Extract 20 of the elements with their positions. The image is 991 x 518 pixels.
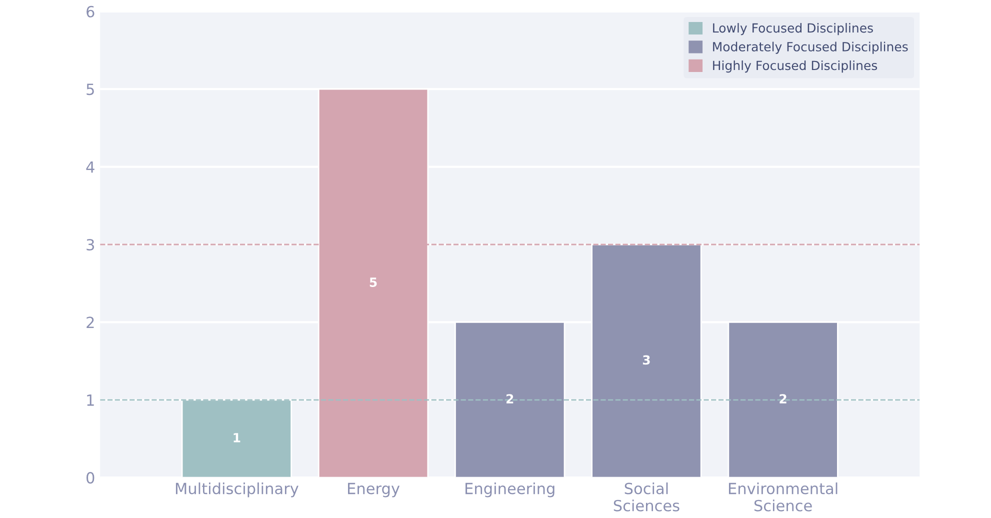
y-tick-label: 3 (86, 238, 94, 251)
x-tick-label: Multidisciplinary (176, 482, 298, 498)
y-tick-label: 4 (86, 161, 94, 173)
data-label: 1 (234, 433, 240, 442)
x-tick-label: Social Sciences (614, 482, 680, 512)
y-tick-label: 5 (86, 84, 94, 96)
y-tick-label: 6 (86, 6, 94, 18)
y-tick-label: 1 (87, 394, 94, 406)
y-tick-label: 2 (86, 316, 94, 328)
data-label: 2 (780, 394, 786, 404)
legend-label: Moderately Focused Disciplines (713, 42, 908, 54)
x-tick-label: Environmental Science (728, 482, 838, 512)
x-tick-label: Energy (348, 482, 400, 498)
data-label: 3 (642, 355, 650, 365)
data-label: 2 (506, 394, 514, 404)
legend-label: Lowly Focused Disciplines (713, 23, 873, 36)
x-tick-label: Engineering (466, 482, 554, 498)
y-tick-label: 0 (86, 472, 94, 484)
data-label: 5 (370, 278, 377, 287)
legend-label: Highly Focused Disciplines (713, 60, 878, 73)
